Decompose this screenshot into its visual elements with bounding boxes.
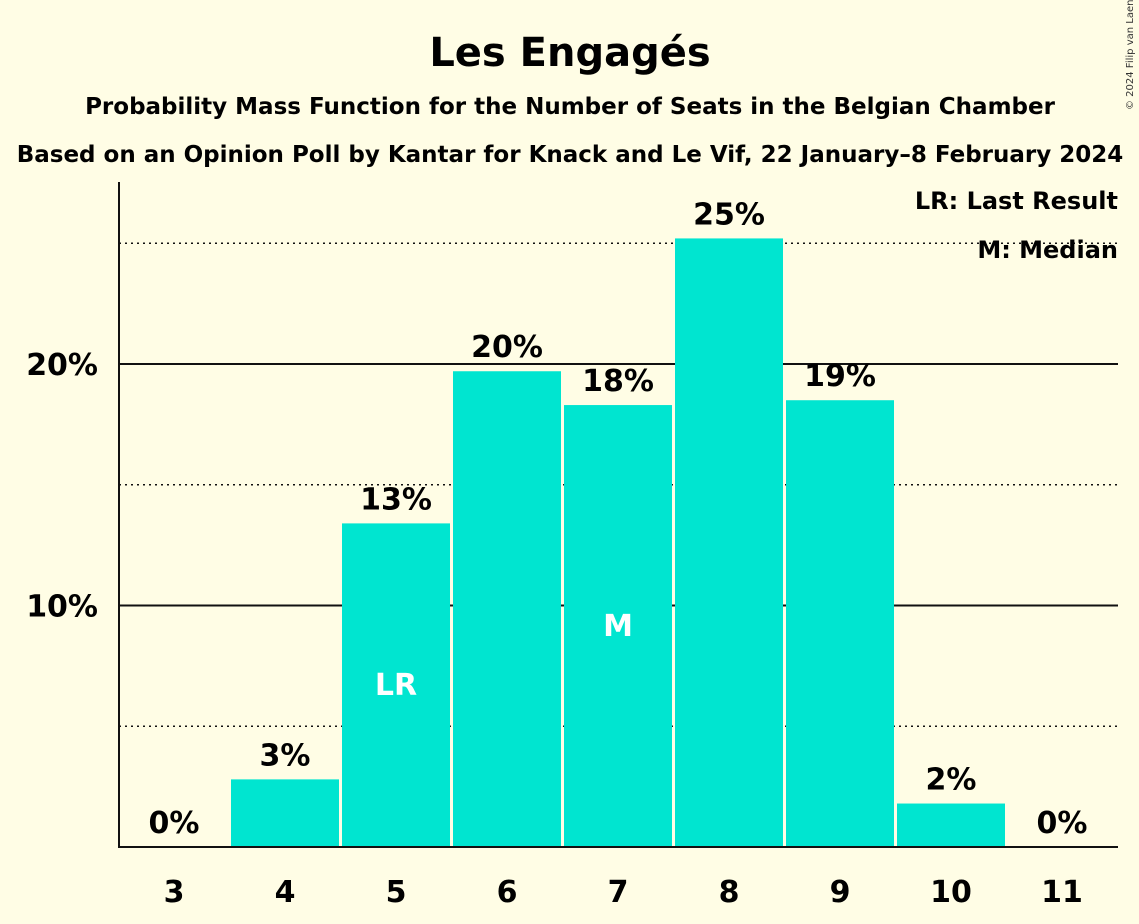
x-tick-label-6: 6: [497, 875, 518, 910]
x-tick-label-10: 10: [930, 875, 972, 910]
chart-title: Les Engagés: [429, 30, 710, 76]
x-tick-label-4: 4: [275, 875, 296, 910]
data-label-3: 0%: [149, 806, 200, 841]
bar-7: [564, 405, 672, 847]
y-tick-label: 20%: [26, 348, 98, 383]
bar-6: [453, 371, 561, 847]
bar-4: [231, 779, 339, 847]
inner-label-5: LR: [375, 668, 417, 703]
x-tick-label-8: 8: [719, 875, 740, 910]
x-tick-label-7: 7: [608, 875, 629, 910]
bar-10: [897, 803, 1005, 847]
data-label-8: 25%: [693, 197, 765, 232]
legend-median: M: Median: [977, 236, 1118, 264]
copyright-text: © 2024 Filip van Laenen: [1125, 0, 1136, 110]
chart-subtitle-2: Based on an Opinion Poll by Kantar for K…: [17, 142, 1124, 168]
data-label-6: 20%: [471, 330, 543, 365]
data-label-9: 19%: [804, 359, 876, 394]
x-tick-label-9: 9: [830, 875, 851, 910]
data-label-11: 0%: [1037, 806, 1088, 841]
bar-8: [675, 238, 783, 848]
axis-layer: 10% 20% 3 4 5 6 7 8 9 10 11: [26, 182, 1118, 910]
legend-last-result: LR: Last Result: [915, 187, 1118, 215]
y-tick-label: 10%: [26, 590, 98, 625]
x-tick-label-11: 11: [1041, 875, 1083, 910]
chart-subtitle-1: Probability Mass Function for the Number…: [85, 94, 1056, 120]
x-tick-label-5: 5: [386, 875, 407, 910]
data-label-5: 13%: [360, 482, 432, 517]
data-label-7: 18%: [582, 364, 654, 399]
bar-9: [786, 400, 894, 847]
data-label-10: 2%: [926, 763, 977, 798]
x-tick-label-3: 3: [164, 875, 185, 910]
inner-label-7: M: [603, 609, 633, 644]
bars-layer: [231, 238, 1005, 848]
bar-5: [342, 523, 450, 847]
data-label-4: 3%: [260, 738, 311, 773]
labels-layer: 0% 3% 13% LR 20% 18% M 25% 19% 2% 0%: [149, 197, 1088, 841]
